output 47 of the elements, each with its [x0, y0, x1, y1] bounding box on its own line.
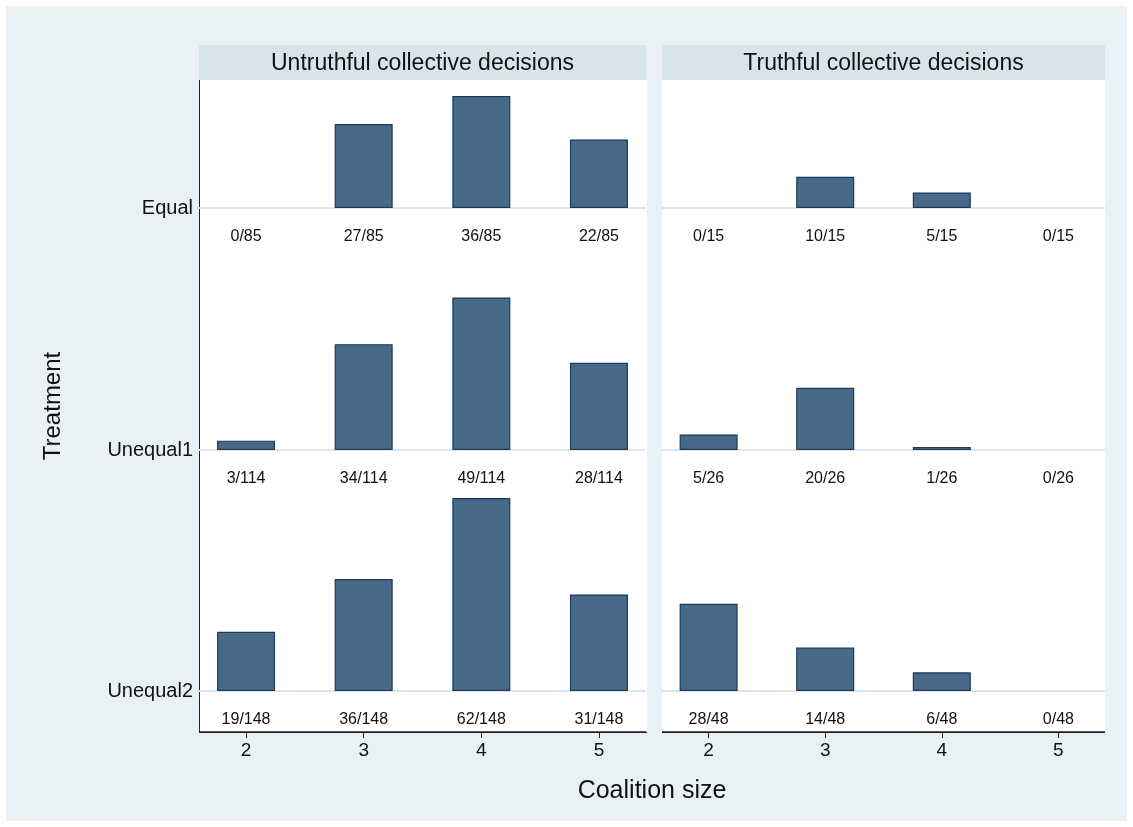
- bar: [217, 631, 276, 691]
- data-label: 34/114: [339, 468, 388, 485]
- text: Unequal2: [107, 679, 193, 702]
- bar: [569, 594, 628, 691]
- data-label: 31/148: [574, 709, 624, 727]
- data-label: 62/148: [456, 709, 506, 727]
- x-tick-label: 3: [358, 739, 369, 760]
- y-axis-title: Treatment: [38, 351, 66, 461]
- data-label: 5/15: [926, 226, 958, 244]
- x-tick-label: 2: [703, 739, 714, 760]
- data-label: 49/114: [457, 468, 506, 485]
- x-tick-label: 3: [819, 739, 831, 760]
- x-tick-label: 5: [1053, 739, 1064, 760]
- chart-title: Truthful collective decisions: [662, 45, 1105, 80]
- data-label: 0/15: [693, 226, 725, 244]
- data-label: 36/85: [461, 226, 502, 244]
- data-label: 20/26: [805, 468, 846, 485]
- text: Equal: [141, 196, 193, 219]
- x-tick-label: 2: [240, 739, 252, 760]
- data-label: 0/48: [1042, 709, 1075, 727]
- text: Unequal1: [107, 437, 193, 461]
- x-tick-label: 5: [593, 739, 605, 760]
- data-label: 1/26: [926, 468, 958, 485]
- data-label: 22/85: [578, 226, 620, 244]
- x-tick-label: 4: [476, 739, 488, 760]
- x-axis-title: Coalition size: [577, 775, 727, 804]
- data-label: 0/26: [1042, 468, 1075, 485]
- bar: [569, 362, 628, 450]
- bar: [334, 578, 393, 691]
- data-label: 27/85: [343, 226, 384, 244]
- data-label: 6/48: [926, 709, 958, 727]
- data-label: 28/114: [575, 468, 623, 485]
- bar: [334, 343, 393, 450]
- bar: [452, 498, 511, 691]
- data-label: 0/85: [230, 226, 262, 244]
- data-label: 36/148: [339, 709, 389, 727]
- data-label: 14/48: [805, 709, 846, 727]
- bar: [217, 440, 276, 450]
- data-label: 19/148: [221, 709, 271, 727]
- chart-title: Untruthful collective decisions: [199, 45, 646, 80]
- data-label: 3/114: [226, 468, 266, 485]
- data-label: 28/48: [688, 709, 729, 727]
- bar: [452, 296, 511, 450]
- data-label: 10/15: [805, 226, 846, 244]
- data-label: 0/15: [1042, 226, 1075, 244]
- x-tick-label: 4: [936, 739, 948, 760]
- data-label: 5/26: [693, 468, 725, 485]
